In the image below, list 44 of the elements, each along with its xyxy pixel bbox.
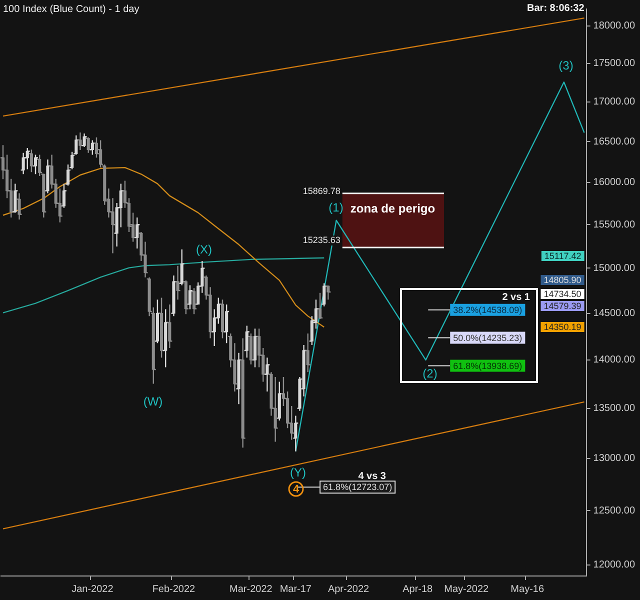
annotation: (X) (196, 242, 212, 256)
annotation: (Y) (290, 465, 306, 480)
y-tick-label: 14500.00 (593, 308, 636, 320)
ref-line-label: 15869.78 (302, 186, 340, 196)
ref-line-label: 38.2%(14538.09) (453, 304, 522, 315)
ref-line-label: 50.0%(14235.23) (453, 332, 522, 343)
chart-title: 100 Index (Blue Count) - 1 day (3, 4, 140, 15)
band-label: zona de perigo (350, 202, 436, 216)
y-tick-label: 17000.00 (593, 96, 636, 108)
y-tick-label: 12000.00 (593, 560, 636, 571)
x-tick-label: May-2022 (444, 584, 490, 595)
annotation: 14805.90 (544, 274, 582, 285)
y-tick-label: 14000.00 (593, 354, 636, 366)
x-tick-label: Mar-2022 (230, 584, 273, 595)
ref-line-label: 61.8%(12723.07) (323, 482, 392, 492)
annotation: 14734.50 (544, 288, 582, 299)
y-tick-label: 13500.00 (593, 403, 636, 414)
ref-line-label: 15235.63 (302, 235, 340, 246)
annotation: 4 vs 3 (358, 470, 386, 482)
x-tick-label: Feb-2022 (152, 584, 196, 595)
annotation: 14579.39 (544, 300, 582, 311)
annotation: 2 vs 1 (502, 292, 530, 303)
annotation: 14350.19 (544, 322, 582, 332)
y-tick-label: 15500.00 (593, 219, 636, 230)
x-tick-label: Jan-2022 (72, 584, 114, 595)
annotation: (1) (328, 200, 344, 214)
annotation: 15117.42 (544, 250, 582, 261)
ref-line-label: 61.8%(13938.69) (453, 360, 522, 371)
y-tick-label: 16000.00 (593, 177, 636, 188)
y-tick-label: 13000.00 (593, 453, 636, 464)
annotation: (3) (558, 58, 574, 72)
x-tick-label: May-16 (510, 584, 544, 595)
y-tick-label: 17500.00 (593, 58, 636, 70)
y-tick-label: 12500.00 (593, 505, 636, 516)
y-tick-label: 18000.00 (593, 20, 636, 32)
y-tick-label: 15000.00 (593, 262, 636, 274)
x-tick-label: Mar-17 (280, 584, 312, 595)
annotation: (2) (422, 366, 438, 380)
y-tick-label: 16500.00 (593, 136, 636, 148)
annotation: Bar: 8:06:32 (527, 2, 585, 14)
annotation: 4 (292, 484, 300, 496)
x-tick-label: Apr-18 (402, 584, 434, 595)
annotation: (W) (143, 394, 163, 408)
x-tick-label: Apr-2022 (328, 584, 370, 595)
